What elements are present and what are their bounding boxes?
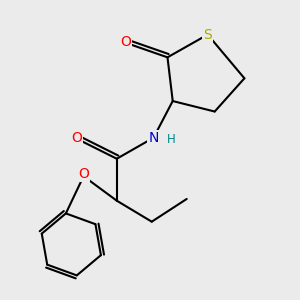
Text: S: S [203, 28, 212, 42]
Text: O: O [120, 34, 131, 49]
Text: O: O [78, 167, 89, 182]
Text: N: N [148, 131, 159, 145]
Text: H: H [167, 133, 176, 146]
Text: O: O [71, 131, 82, 145]
